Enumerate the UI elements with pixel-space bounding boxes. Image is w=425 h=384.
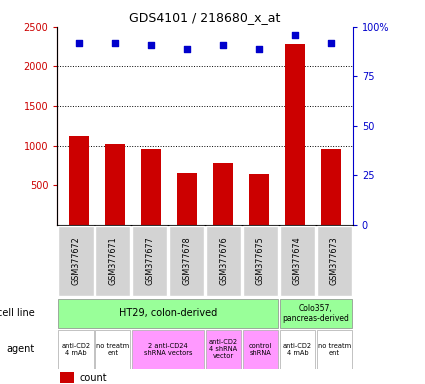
Text: anti-CD2
4 mAb: anti-CD2 4 mAb [61,343,91,356]
Text: Colo357,
pancreas-derived: Colo357, pancreas-derived [282,304,349,323]
Text: GSM377671: GSM377671 [108,237,117,285]
Bar [58,226,94,296]
Bar [58,330,94,369]
Text: count: count [79,373,107,383]
Point [112,40,119,46]
Text: GSM377674: GSM377674 [293,237,302,285]
Bar [206,226,241,296]
Bar [58,298,278,328]
Bar [95,226,130,296]
Text: agent: agent [6,344,34,354]
Text: no treatm
ent: no treatm ent [318,343,351,356]
Bar [141,149,161,225]
Text: no treatm
ent: no treatm ent [96,343,129,356]
Bar [280,226,315,296]
Bar [280,330,315,369]
Bar [60,372,74,383]
Text: GSM377672: GSM377672 [71,237,80,285]
Bar [317,330,352,369]
Text: HT29, colon-derived: HT29, colon-derived [119,308,217,318]
Point [220,41,227,48]
Bar [249,174,269,225]
Text: GSM377678: GSM377678 [182,237,191,285]
Text: GSM377675: GSM377675 [256,237,265,285]
Bar [317,226,352,296]
Point [184,46,190,52]
Bar [280,298,352,328]
Bar [105,144,125,225]
Title: GDS4101 / 218680_x_at: GDS4101 / 218680_x_at [129,11,281,24]
Text: GSM377677: GSM377677 [145,237,154,285]
Bar [132,330,204,369]
Bar [169,226,204,296]
Point [76,40,82,46]
Bar [243,330,278,369]
Text: 2 anti-CD24
shRNA vectors: 2 anti-CD24 shRNA vectors [144,343,193,356]
Text: anti-CD2
4 shRNA
vector: anti-CD2 4 shRNA vector [209,339,238,359]
Text: cell line: cell line [0,308,34,318]
Bar [213,163,233,225]
Bar [177,173,197,225]
Point [256,46,263,52]
Bar [285,44,305,225]
Bar [69,136,89,225]
Text: control
shRNA: control shRNA [249,343,272,356]
Bar [243,226,278,296]
Bar [206,330,241,369]
Bar [321,149,341,225]
Text: GSM377676: GSM377676 [219,237,228,285]
Point [292,32,298,38]
Point [147,41,154,48]
Bar [95,330,130,369]
Text: anti-CD2
4 mAb: anti-CD2 4 mAb [283,343,312,356]
Point [328,40,334,46]
Text: GSM377673: GSM377673 [330,237,339,285]
Bar [132,226,167,296]
